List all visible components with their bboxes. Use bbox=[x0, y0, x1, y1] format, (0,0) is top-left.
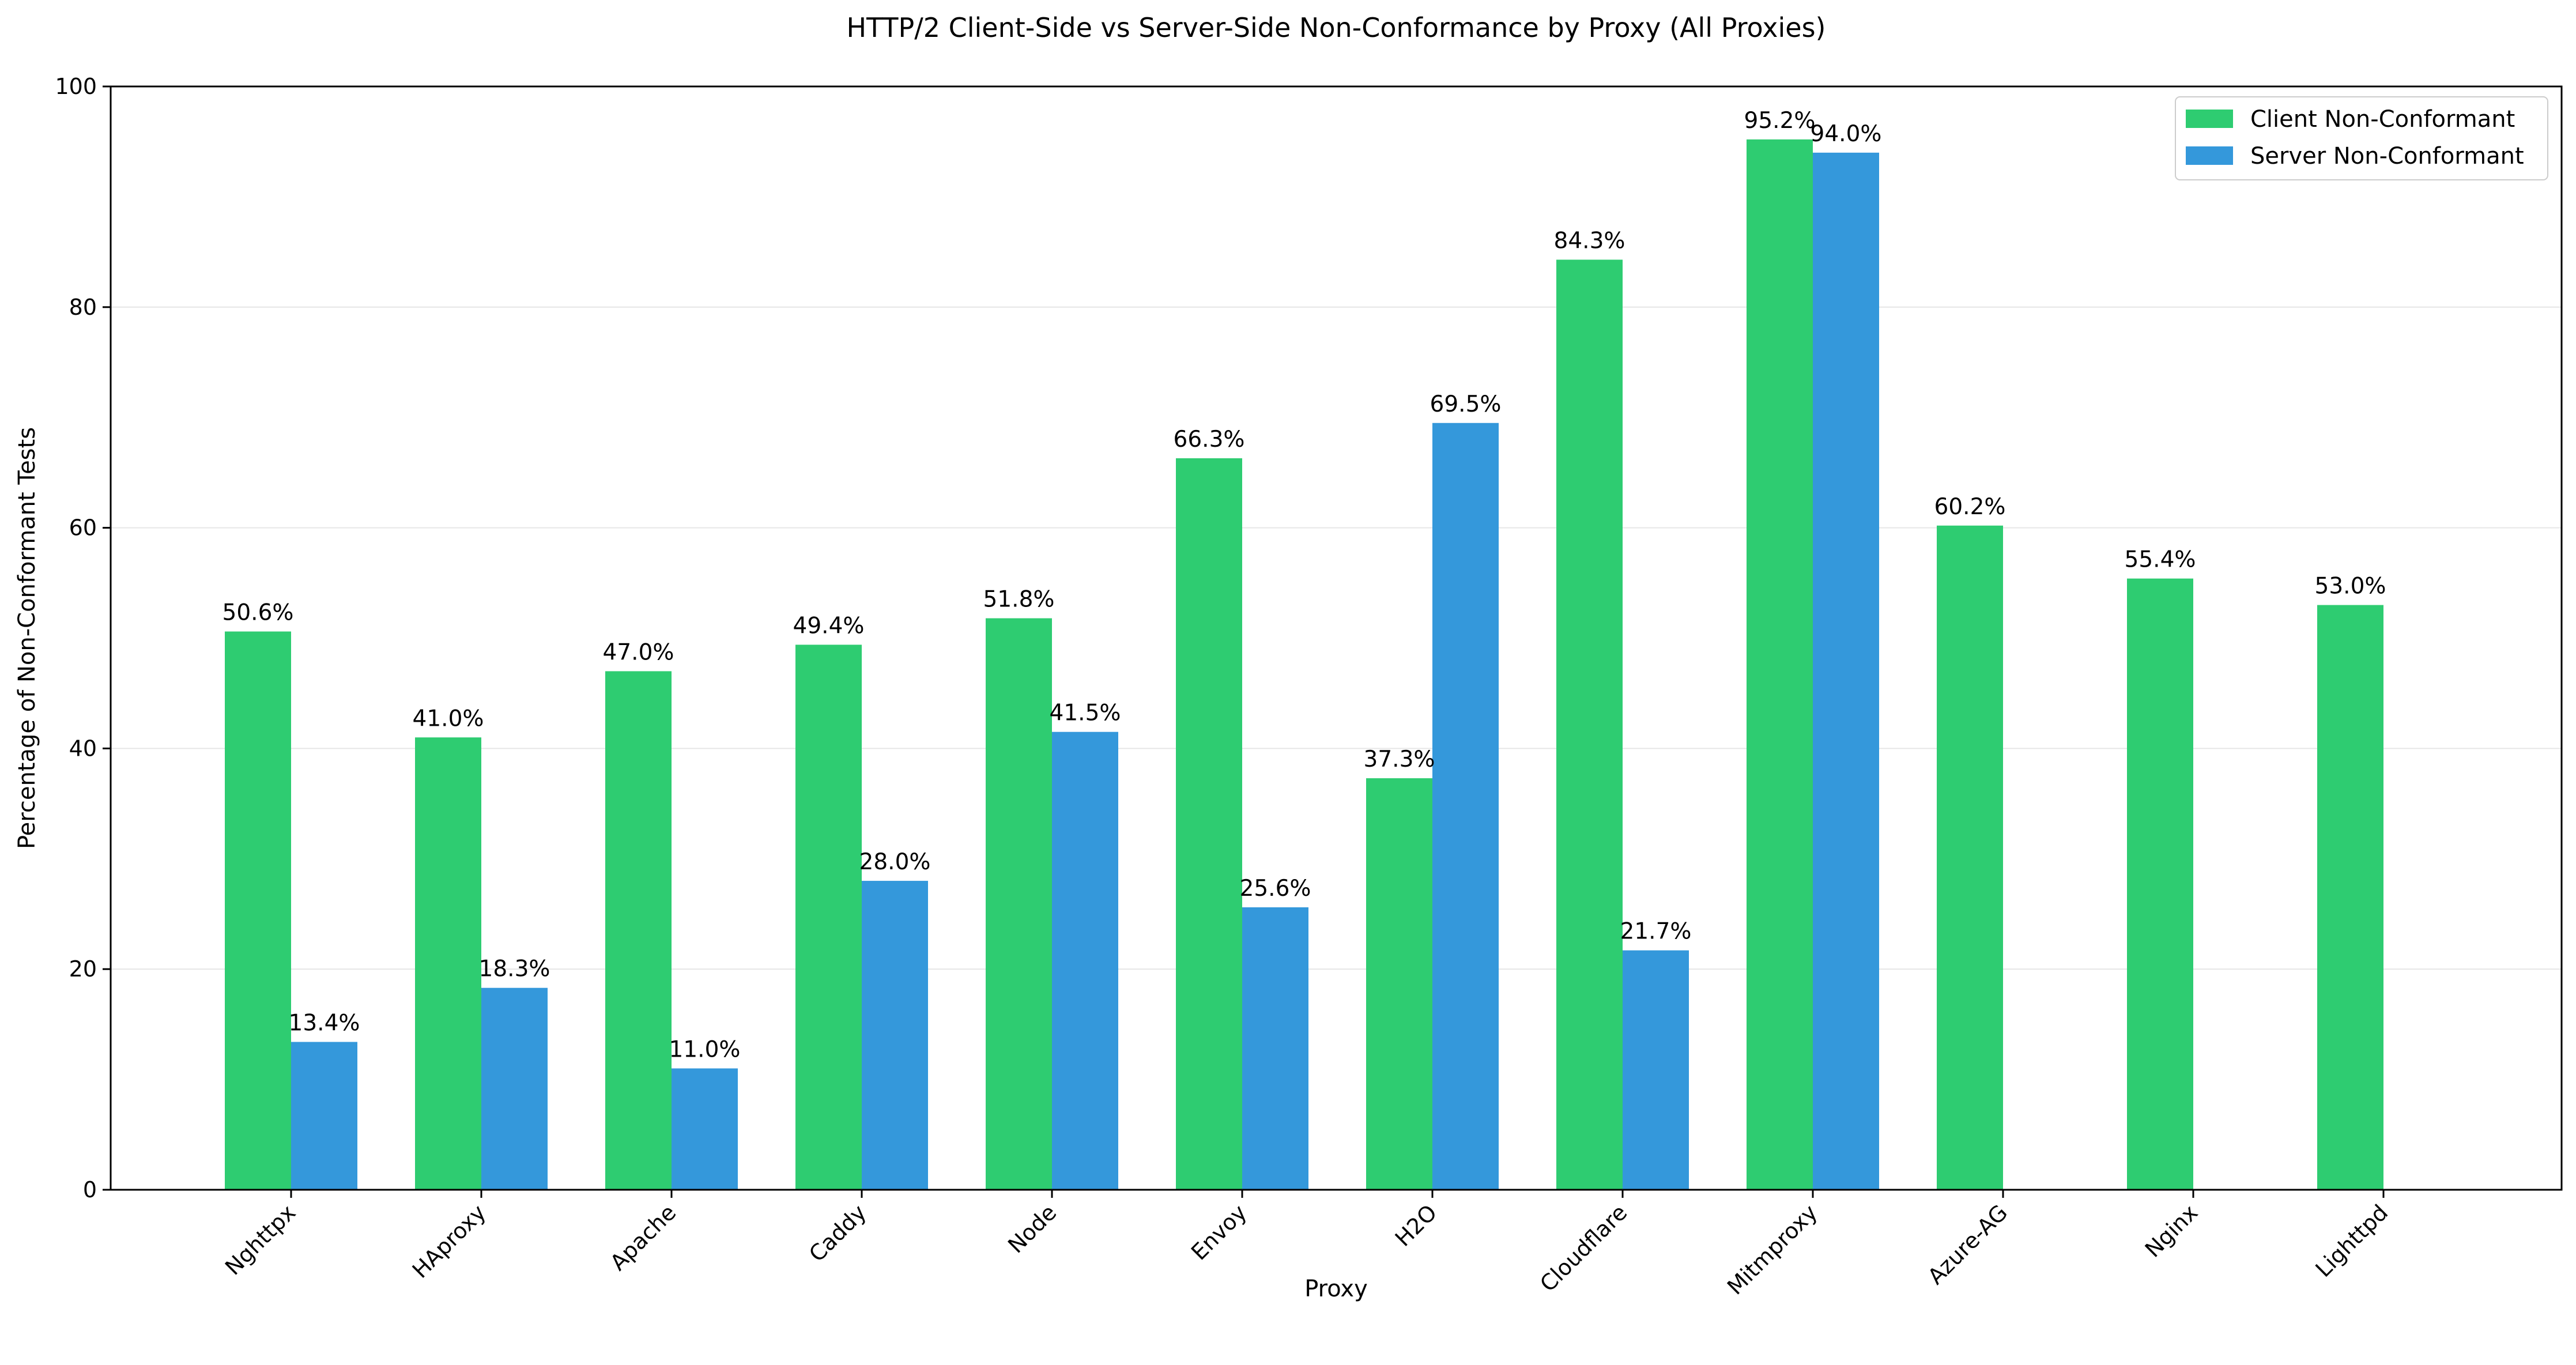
server-bar bbox=[1813, 152, 1879, 1190]
data-label: 51.8% bbox=[983, 587, 1055, 613]
data-label: 13.4% bbox=[289, 1010, 360, 1036]
server-bar bbox=[672, 1068, 738, 1190]
plot-frame bbox=[110, 85, 2563, 1191]
server-bar bbox=[1623, 950, 1689, 1190]
chart-title: HTTP/2 Client-Side vs Server-Side Non-Co… bbox=[847, 12, 1826, 43]
data-label: 49.4% bbox=[793, 613, 865, 639]
legend-label-client: Client Non-Conformant bbox=[2250, 106, 2515, 133]
legend: Client Non-Conformant Server Non-Conform… bbox=[2175, 96, 2548, 180]
x-tick-label: Nginx bbox=[2140, 1200, 2203, 1262]
server-bar bbox=[1432, 423, 1499, 1190]
data-label: 53.0% bbox=[2315, 574, 2386, 599]
server-bar bbox=[291, 1042, 357, 1190]
data-label: 66.3% bbox=[1174, 427, 1245, 453]
client-bar bbox=[2127, 578, 2193, 1190]
data-label: 50.6% bbox=[222, 600, 294, 626]
legend-swatch-server bbox=[2186, 146, 2233, 165]
y-tick-label: 40 bbox=[69, 736, 97, 761]
x-tick-label: Azure-AG bbox=[1923, 1200, 2012, 1289]
data-label: 18.3% bbox=[479, 956, 550, 982]
client-bar bbox=[1176, 458, 1242, 1190]
client-bar bbox=[225, 631, 291, 1190]
x-tick-label: Lighttpd bbox=[2311, 1200, 2393, 1282]
data-label: 55.4% bbox=[2125, 547, 2196, 573]
x-tick-label: Apache bbox=[605, 1200, 681, 1275]
client-bar bbox=[1366, 778, 1432, 1190]
data-label: 60.2% bbox=[1934, 494, 2006, 520]
bars-group bbox=[225, 139, 2383, 1190]
client-bar bbox=[986, 618, 1052, 1190]
client-bar bbox=[1556, 259, 1623, 1190]
x-tick-label: Caddy bbox=[804, 1200, 871, 1266]
y-tick-label: 60 bbox=[69, 515, 97, 541]
y-tick-label: 80 bbox=[69, 295, 97, 320]
data-label: 25.6% bbox=[1240, 876, 1311, 902]
x-tick-label: Mitmproxy bbox=[1722, 1200, 1822, 1299]
data-label: 94.0% bbox=[1811, 121, 1882, 147]
y-tick-label: 0 bbox=[83, 1177, 97, 1202]
data-label: 28.0% bbox=[859, 849, 931, 875]
data-label: 41.0% bbox=[413, 706, 484, 731]
data-label: 41.5% bbox=[1050, 700, 1121, 726]
y-tick-label: 100 bbox=[55, 74, 97, 99]
client-bar bbox=[2317, 605, 2383, 1190]
x-tick-label: Nghttpx bbox=[220, 1200, 300, 1280]
x-tick-label: HAproxy bbox=[408, 1200, 491, 1283]
server-bar bbox=[481, 987, 548, 1190]
legend-swatch-client bbox=[2186, 110, 2233, 128]
x-tick-label: Node bbox=[1003, 1200, 1061, 1258]
data-label: 69.5% bbox=[1430, 391, 1502, 417]
data-labels-group: 50.6% 41.0% 47.0% 49.4% 51.8% 66.3% 37.3% 84.3%… bbox=[222, 108, 2386, 1063]
y-tick-label: 20 bbox=[69, 956, 97, 982]
data-label: 47.0% bbox=[603, 639, 674, 665]
x-tick-label: H2O bbox=[1390, 1200, 1442, 1251]
x-tick-label: Cloudflare bbox=[1535, 1200, 1632, 1296]
client-bar bbox=[795, 644, 862, 1190]
client-bar bbox=[415, 737, 481, 1190]
server-bar bbox=[1052, 731, 1118, 1190]
server-bar bbox=[862, 881, 928, 1190]
y-axis-label: Percentage of Non-Conformant Tests bbox=[14, 427, 40, 849]
data-label: 11.0% bbox=[669, 1036, 741, 1062]
legend-box bbox=[2175, 96, 2548, 180]
server-bar bbox=[1242, 907, 1308, 1190]
data-label: 84.3% bbox=[1554, 228, 1625, 254]
x-tick-label: Envoy bbox=[1186, 1200, 1251, 1265]
client-bar bbox=[605, 671, 672, 1190]
client-bar bbox=[1937, 525, 2003, 1190]
data-label: 21.7% bbox=[1620, 919, 1692, 945]
data-label: 95.2% bbox=[1744, 108, 1816, 134]
y-axis: 0 20 40 60 80 100 bbox=[55, 74, 111, 1202]
data-label: 37.3% bbox=[1364, 746, 1435, 772]
client-bar bbox=[1747, 139, 1813, 1190]
x-axis-label: Proxy bbox=[1304, 1276, 1368, 1302]
legend-label-server: Server Non-Conformant bbox=[2250, 143, 2524, 169]
